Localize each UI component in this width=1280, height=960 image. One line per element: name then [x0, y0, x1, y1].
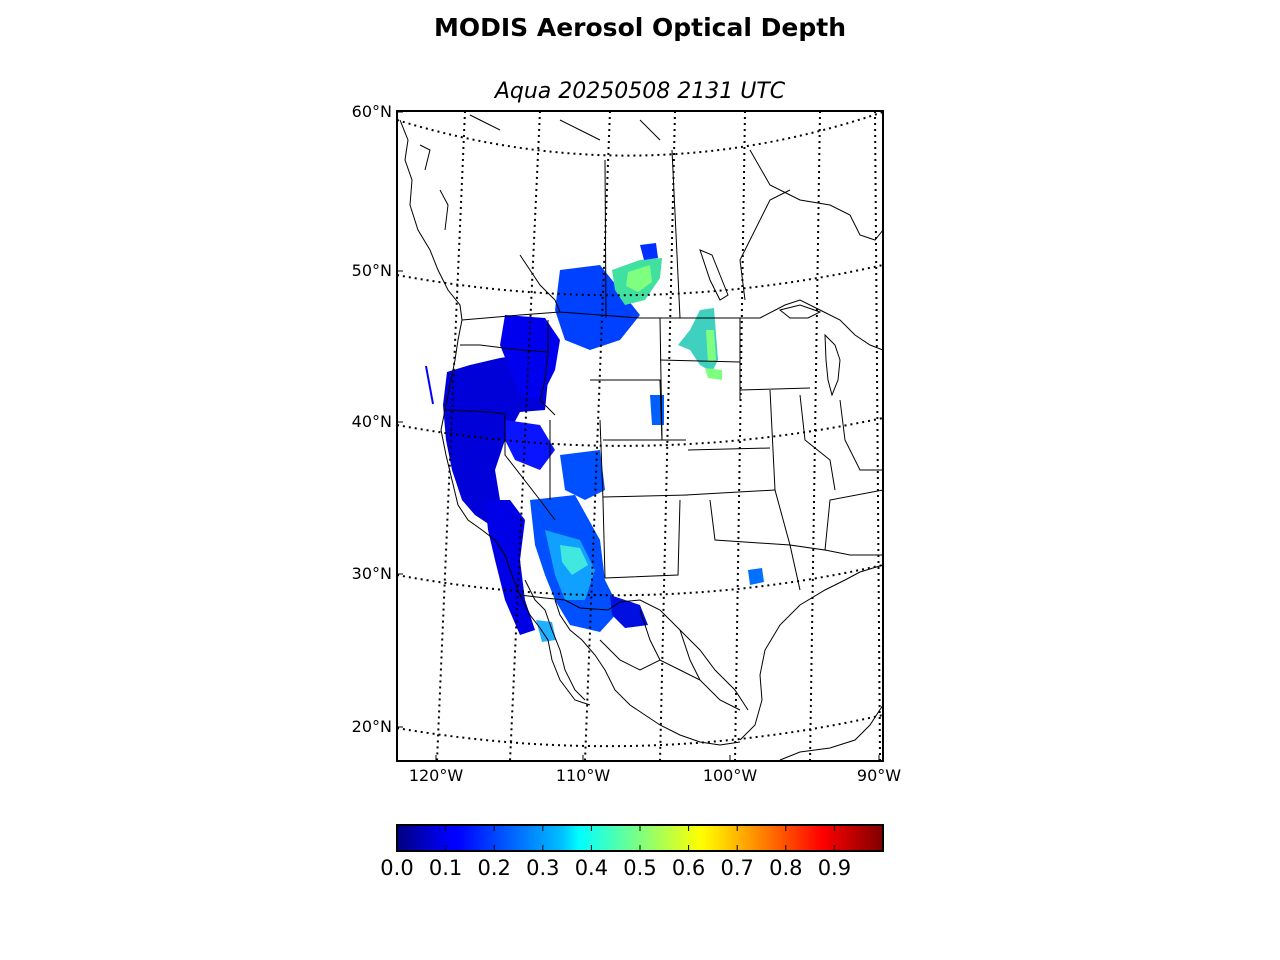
colorbar-tick-label: 0.3	[526, 856, 560, 880]
meridian-95w	[809, 111, 821, 761]
aerosol-sd-strip	[705, 368, 722, 380]
lon-label-110w: 110°W	[555, 766, 611, 785]
aerosol-california-south	[485, 500, 535, 635]
parallel-40n	[397, 417, 883, 447]
hudson-bay-coast	[749, 149, 883, 241]
nd-sd-border	[659, 359, 741, 363]
idaho-border	[539, 320, 556, 416]
ok-tx-border	[709, 499, 801, 591]
lake-superior	[778, 304, 822, 319]
lon-label-120w: 120°W	[408, 766, 464, 785]
meridian-115w	[509, 111, 541, 761]
co-south	[602, 494, 689, 498]
aerosol-offshore-streak	[425, 365, 434, 405]
mexico-states-2	[639, 609, 701, 681]
colorbar-tick-label: 0.5	[623, 856, 657, 880]
colorbar-tick-label: 0.4	[574, 856, 609, 880]
gulf-coastline	[739, 564, 883, 741]
ia-mn-border	[739, 387, 811, 391]
colorbar-tick-label: 0.8	[769, 856, 803, 880]
meridian-110w	[584, 111, 611, 761]
graticule-layer	[397, 111, 883, 761]
parallel-60n	[397, 111, 883, 157]
us-mexico-border	[519, 594, 749, 711]
or-ca-border	[445, 409, 506, 415]
lat-label-20n: 20°N	[351, 717, 392, 736]
northern-lakes	[469, 114, 661, 141]
aerosol-great-basin	[505, 420, 555, 470]
central-states	[769, 389, 883, 551]
colorbar-tick-label: 0.1	[428, 856, 463, 880]
parallel-20n	[397, 714, 883, 748]
southern-states	[824, 549, 883, 556]
colorbar-ticks	[396, 825, 835, 851]
lon-label-90w: 90°W	[856, 766, 902, 785]
aerosol-data-layer	[425, 243, 764, 642]
wa-or-border	[460, 344, 549, 353]
lat-label-40n: 40°N	[351, 412, 392, 431]
mo-il-border	[799, 394, 836, 491]
nm-east-border	[604, 499, 681, 579]
baja-coastline	[524, 579, 586, 701]
ut-co-border	[599, 419, 604, 501]
great-lakes-outline	[759, 299, 883, 351]
colorbar-tick-label: 0.6	[671, 856, 706, 880]
aerosol-nd-core	[706, 330, 716, 362]
map-subtitle: Aqua 20250508 2131 UTC	[494, 79, 786, 104]
colorbar-tick-label: 0.9	[817, 856, 852, 880]
lat-label-50n: 50°N	[351, 261, 392, 280]
aerosol-sonora-east	[610, 595, 648, 628]
meridian-100w	[734, 111, 746, 761]
meridian-90w	[874, 111, 881, 761]
meridian-105w	[659, 111, 676, 761]
ab-sk-border	[604, 159, 607, 319]
west-coastline	[399, 119, 591, 706]
bc-coast-islands	[419, 144, 449, 231]
aerosol-utah	[560, 450, 605, 500]
aerosol-east-texas	[748, 568, 764, 585]
aerosol-alberta-north	[640, 243, 658, 260]
lat-label-60n: 60°N	[351, 102, 392, 121]
boundaries-layer	[399, 114, 883, 761]
figure-title: MODIS Aerosol Optical Depth	[433, 13, 846, 42]
us-canada-border	[461, 311, 760, 321]
meridian-120w	[436, 111, 466, 761]
ne-ks-border	[687, 447, 771, 451]
lon-label-100w: 100°W	[702, 766, 758, 785]
lake-winnipeg	[699, 249, 729, 301]
gulf-california-coast	[554, 599, 741, 746]
colorbar-tick-label: 0.0	[380, 856, 414, 880]
aerosol-arizona-hot	[560, 545, 588, 575]
parallel-50n	[397, 264, 883, 297]
lat-label-30n: 30°N	[351, 564, 392, 583]
ks-ok-border	[685, 489, 776, 496]
map-frame	[396, 110, 884, 762]
az-nm-border	[602, 499, 606, 579]
colorbar-tick-label: 0.2	[477, 856, 511, 880]
lake-michigan	[824, 333, 841, 397]
colorbar-tick-label: 0.7	[720, 856, 754, 880]
central-america-coast	[779, 704, 883, 761]
eastern-states	[839, 399, 883, 471]
aerosol-alberta-core	[626, 265, 652, 292]
aerosol-baja	[536, 620, 556, 642]
mt-sd-border	[659, 317, 663, 441]
aerosol-montana	[555, 265, 640, 350]
axis-ticks	[397, 111, 880, 761]
mexico-states	[599, 639, 741, 711]
parallel-30n	[397, 564, 883, 597]
